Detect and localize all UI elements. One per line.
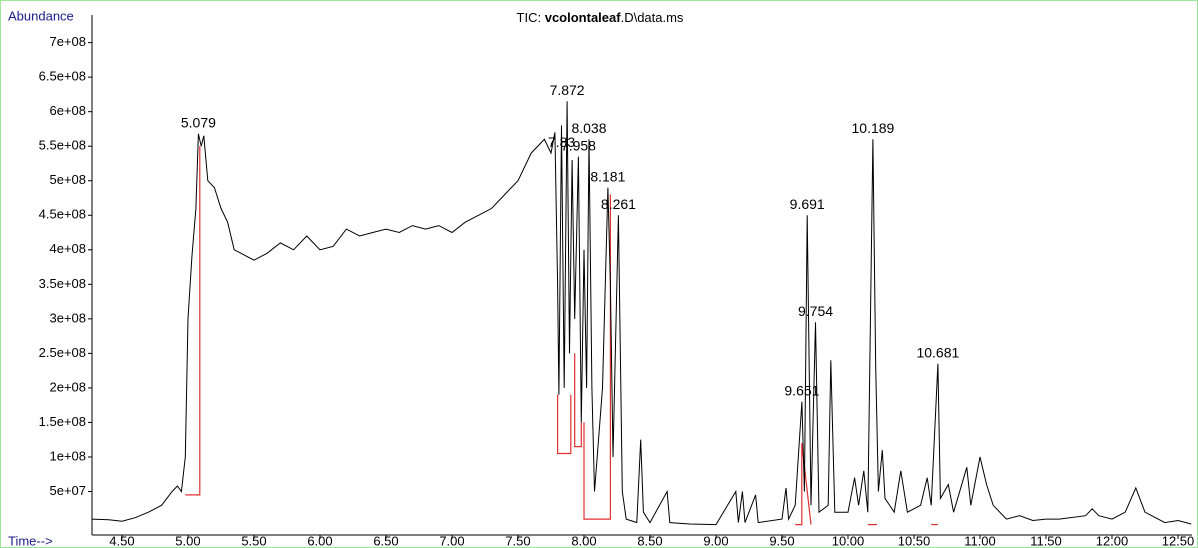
integration-baseline <box>583 194 611 520</box>
integration-baseline <box>574 353 582 448</box>
peak-label: 10.189 <box>852 120 895 136</box>
x-tick-label: 9.50 <box>769 533 794 548</box>
x-tick-label: 4.50 <box>109 533 134 548</box>
y-tick-label: 3e+08 <box>49 310 86 325</box>
y-tick-label: 5.5e+08 <box>39 138 86 153</box>
x-tick-label: 12.50 <box>1162 533 1195 548</box>
x-tick-label: 5.00 <box>175 533 200 548</box>
peak-label: 9.651 <box>784 382 819 398</box>
x-tick-label: 6.00 <box>307 533 332 548</box>
peak-label: 5.079 <box>181 114 216 130</box>
title-part: .D\data.ms <box>621 10 684 25</box>
y-tick-label: 7e+08 <box>49 34 86 49</box>
x-tick-label: 6.50 <box>373 533 398 548</box>
integration-baseline <box>557 394 572 455</box>
integration-baseline <box>795 443 812 526</box>
peak-label: 9.754 <box>798 303 833 319</box>
chart-title: TIC: vcolontaleaf.D\data.ms <box>517 10 684 25</box>
x-axis-label: Time--> <box>8 533 53 548</box>
x-tick-label: 5.50 <box>241 533 266 548</box>
x-tick-label: 7.00 <box>439 533 464 548</box>
y-tick-label: 1e+08 <box>49 448 86 463</box>
y-tick-label: 4.5e+08 <box>39 207 86 222</box>
peak-label: 7.83 <box>548 134 575 150</box>
peak-label: 9.691 <box>790 196 825 212</box>
y-tick-label: 1.5e+08 <box>39 414 86 429</box>
y-tick-label: 6e+08 <box>49 103 86 118</box>
peak-label: 8.261 <box>601 196 636 212</box>
y-tick-label: 2e+08 <box>49 379 86 394</box>
peak-label: 10.681 <box>916 344 959 360</box>
y-tick-label: 2.5e+08 <box>39 345 86 360</box>
x-tick-label: 8.00 <box>571 533 596 548</box>
integration-baseline <box>185 146 201 496</box>
x-tick-label: 11.00 <box>964 533 996 548</box>
x-tick-label: 9.00 <box>703 533 728 548</box>
x-tick-label: 7.50 <box>505 533 530 548</box>
x-tick-label: 8.50 <box>637 533 662 548</box>
x-tick-label: 11.50 <box>1030 533 1062 548</box>
x-tick-label: 10.00 <box>832 533 865 548</box>
peak-label: 8.181 <box>590 168 625 184</box>
peak-label: 7.958 <box>561 137 596 153</box>
peak-label: 8.038 <box>571 120 606 136</box>
y-tick-label: 5e+08 <box>49 172 86 187</box>
y-tick-label: 6.5e+08 <box>39 69 86 84</box>
y-tick-label: 3.5e+08 <box>39 276 86 291</box>
x-tick-label: 12.00 <box>1096 533 1129 548</box>
title-part: TIC: <box>517 10 545 25</box>
y-axis-label: Abundance <box>8 8 74 23</box>
peak-label: 7.872 <box>550 82 585 98</box>
trace-line <box>91 101 1192 526</box>
y-tick-label: 4e+08 <box>49 241 86 256</box>
x-tick-label: 10.50 <box>898 533 931 548</box>
title-part: vcolontaleaf <box>545 10 622 25</box>
y-tick-label: 5e+07 <box>49 483 86 498</box>
